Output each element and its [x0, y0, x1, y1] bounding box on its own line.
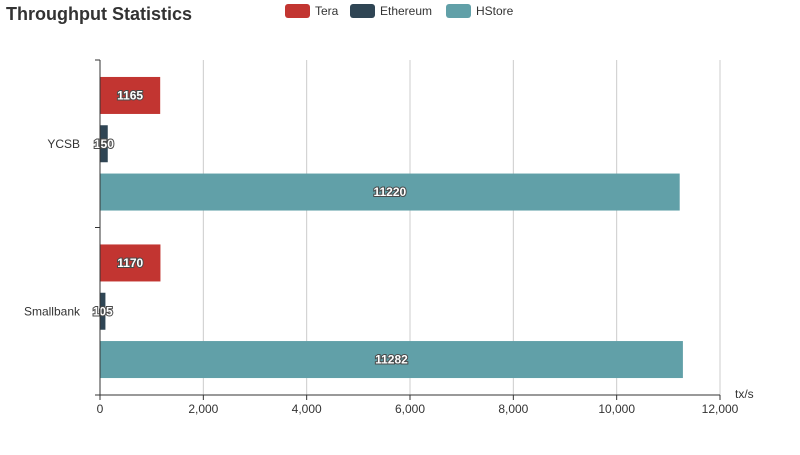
legend-swatch-tera[interactable]: [285, 4, 310, 18]
bar-ycsb-tera[interactable]: [100, 76, 161, 114]
legend-label-hstore[interactable]: HStore: [476, 4, 514, 18]
axes: YCSB Smallbank 0 2,000 4,000 6,000 8,000 10,000…: [24, 59, 739, 416]
bar-ycsb-hstore[interactable]: [100, 173, 680, 211]
y-tick-label-ycsb: YCSB: [47, 137, 80, 151]
y-tick-label-smallbank: Smallbank: [24, 304, 81, 318]
data-label-ycsb-ethereum: 150: [94, 137, 114, 151]
x-tick-label: 0: [97, 402, 104, 416]
data-label-smallbank-hstore: 11282: [375, 353, 408, 367]
data-label-ycsb-hstore: 11220: [373, 185, 406, 199]
x-axis-unit: tx/s: [735, 387, 754, 401]
legend-swatch-ethereum[interactable]: [350, 4, 375, 18]
legend-label-ethereum[interactable]: Ethereum: [380, 4, 432, 18]
data-label-smallbank-tera: 1170: [117, 256, 143, 270]
data-labels: 1165 150 11220 1170 105 11282: [92, 87, 409, 367]
data-label-ycsb-tera: 1165: [117, 88, 143, 102]
data-label-smallbank-ethereum: 105: [93, 304, 113, 318]
bar-smallbank-ethereum[interactable]: [100, 292, 106, 330]
x-tick-label: 4,000: [292, 402, 322, 416]
bar-smallbank-tera[interactable]: [100, 244, 161, 282]
x-tick-label: 10,000: [598, 402, 635, 416]
x-tick-label: 8,000: [498, 402, 528, 416]
x-tick-label: 12,000: [702, 402, 739, 416]
legend: Tera Ethereum HStore: [285, 4, 514, 18]
bar-ycsb-ethereum[interactable]: [100, 125, 108, 163]
bar-smallbank-hstore[interactable]: [100, 341, 683, 379]
legend-swatch-hstore[interactable]: [446, 4, 471, 18]
x-tick-label: 6,000: [395, 402, 425, 416]
x-tick-label: 2,000: [188, 402, 218, 416]
bars: [100, 76, 683, 379]
grid-lines: [202, 60, 721, 395]
chart-title: Throughput Statistics: [6, 4, 192, 24]
legend-label-tera[interactable]: Tera: [315, 4, 339, 18]
